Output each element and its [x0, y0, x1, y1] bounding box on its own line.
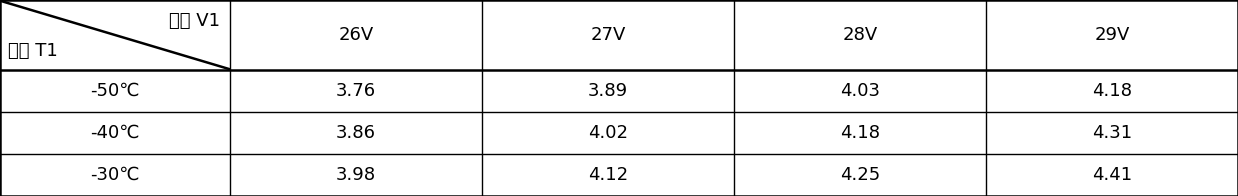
Text: -30℃: -30℃: [90, 166, 140, 184]
Text: 3.86: 3.86: [335, 124, 376, 142]
Text: 3.76: 3.76: [335, 82, 376, 100]
Text: 4.02: 4.02: [588, 124, 628, 142]
Text: 27V: 27V: [591, 26, 625, 44]
Text: -40℃: -40℃: [90, 124, 140, 142]
Text: 4.41: 4.41: [1092, 166, 1132, 184]
Text: 4.31: 4.31: [1092, 124, 1132, 142]
Text: 3.89: 3.89: [588, 82, 628, 100]
Text: 28V: 28V: [842, 26, 878, 44]
Text: 26V: 26V: [338, 26, 374, 44]
Text: 29V: 29V: [1094, 26, 1130, 44]
Text: 4.18: 4.18: [841, 124, 880, 142]
Text: 3.98: 3.98: [335, 166, 376, 184]
Text: 4.12: 4.12: [588, 166, 628, 184]
Text: -50℃: -50℃: [90, 82, 140, 100]
Text: 4.18: 4.18: [1092, 82, 1132, 100]
Text: 温度 T1: 温度 T1: [7, 42, 58, 60]
Text: 电压 V1: 电压 V1: [170, 12, 220, 30]
Text: 4.03: 4.03: [841, 82, 880, 100]
Text: 4.25: 4.25: [839, 166, 880, 184]
